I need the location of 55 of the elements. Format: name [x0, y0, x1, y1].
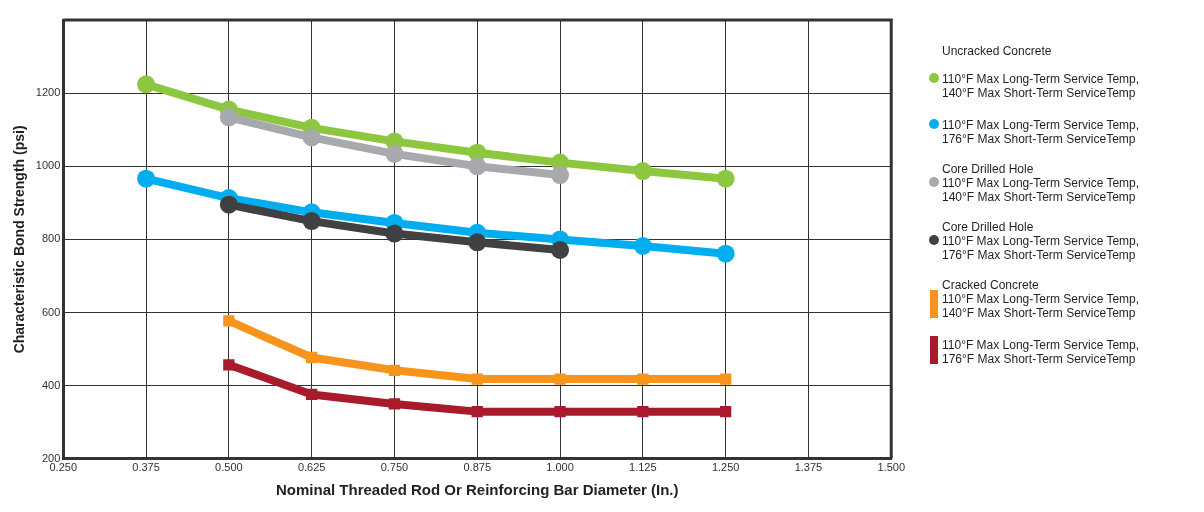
x-tick-label: 1.125 — [629, 461, 657, 474]
x-tick-label: 0.750 — [380, 461, 409, 474]
point — [137, 75, 156, 94]
legend-label: 110°F Max Long-Term Service Temp, 176°F Max Short-Term ServiceTemp — [942, 118, 1140, 146]
x-tick-label: 1.500 — [877, 461, 905, 474]
point — [633, 236, 652, 255]
legend-label: Uncracked Concrete 110°F Max Long-Term Service Temp, 140°F Max Short-Term ServiceTemp — [942, 44, 1140, 100]
point — [468, 233, 487, 252]
point — [554, 373, 566, 385]
point — [633, 162, 652, 181]
point — [637, 405, 649, 418]
x-tick-label: 0.875 — [463, 461, 492, 474]
x-tick-label: 0.500 — [215, 461, 243, 474]
y-tick-label: 1200 — [35, 86, 61, 99]
point — [719, 373, 732, 385]
point — [306, 388, 318, 401]
point — [219, 108, 238, 127]
point — [716, 169, 735, 188]
y-tick-label: 600 — [41, 305, 61, 318]
x-axis-title: Nominal Threaded Rod Or Reinforcing Bar Diameter (In.) — [275, 481, 679, 499]
legend-label: 110°F Max Long-Term Service Temp, 176°F Max Short-Term ServiceTemp — [942, 338, 1140, 366]
point — [137, 169, 156, 188]
point — [385, 224, 404, 243]
point — [223, 315, 235, 327]
y-axis-title: Characteristic Bond Strength (psi) — [11, 125, 28, 354]
point — [551, 166, 570, 185]
point — [716, 244, 735, 263]
y-tick-label: 200 — [41, 451, 61, 464]
point — [637, 373, 649, 385]
point — [719, 405, 732, 418]
point — [223, 359, 235, 371]
y-tick-label: 800 — [41, 232, 61, 245]
x-tick-label: 1.250 — [711, 461, 740, 474]
point — [385, 144, 404, 163]
point — [302, 128, 321, 147]
point — [468, 157, 487, 176]
point — [219, 195, 238, 214]
legend-label: Cracked Concrete 110°F Max Long-Term Service Temp, 140°F Max Short-Term ServiceTemp — [942, 278, 1140, 320]
point — [306, 351, 318, 364]
point — [302, 212, 321, 231]
x-tick-label: 0.375 — [132, 461, 160, 474]
point — [471, 405, 483, 418]
x-tick-label: 0.625 — [297, 461, 326, 474]
x-tick-label: 0.250 — [49, 461, 78, 474]
legend-label: Core Drilled Hole 110°F Max Long-Term Service Temp, 140°F Max Short-Term ServiceTemp — [942, 162, 1140, 204]
point — [388, 398, 401, 410]
y-tick-label: 1000 — [35, 159, 61, 172]
legend-label: Core Drilled Hole 110°F Max Long-Term Service Temp, 176°F Max Short-Term ServiceTemp — [942, 220, 1140, 262]
y-tick-label: 400 — [41, 378, 61, 391]
x-tick-label: 1.375 — [794, 461, 823, 474]
point — [388, 364, 401, 376]
x-tick-label: 1.000 — [546, 461, 574, 474]
point — [554, 405, 566, 418]
point — [471, 373, 483, 385]
point — [551, 241, 570, 259]
